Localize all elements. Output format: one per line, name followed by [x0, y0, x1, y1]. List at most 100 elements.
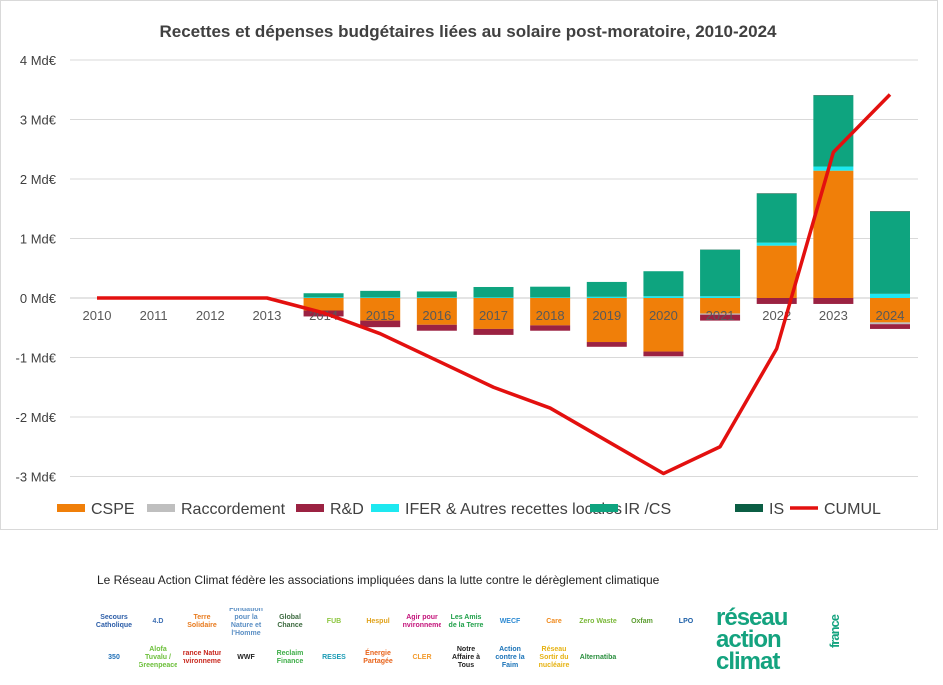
member-logo: WECF	[499, 618, 521, 625]
footer-text: Le Réseau Action Climat fédère les assoc…	[97, 573, 660, 587]
member-logos: Secours Catholique 4.D Terre Solidaire Fond…	[95, 608, 710, 672]
member-logo: RESES	[322, 654, 346, 661]
bar-ir-cs	[416, 291, 457, 298]
x-tick-label: 2023	[819, 308, 848, 323]
bar-raccordement	[700, 313, 741, 315]
bar-ifer-autres-recettes-locales	[530, 297, 571, 298]
legend-swatch	[147, 504, 175, 512]
legend-swatch	[57, 504, 85, 512]
bar-r-d	[473, 328, 514, 335]
bar-ifer-autres-recettes-locales	[360, 297, 401, 298]
bar-ir-cs	[586, 281, 627, 297]
bar-ifer-autres-recettes-locales	[700, 296, 741, 298]
legend-label: R&D	[330, 501, 364, 518]
member-logo: France Nature Environnement	[183, 650, 221, 665]
bar-cspe	[586, 298, 627, 343]
member-logo: Agir pour l'environnement	[403, 614, 441, 629]
bar-r-d	[530, 325, 571, 331]
member-logo: Reclaim Finance	[276, 650, 304, 665]
x-tick-label: 2013	[252, 308, 281, 323]
bar-cspe	[870, 298, 910, 323]
member-logo: Notre Affaire à Tous	[451, 646, 480, 669]
bar-r-d	[360, 320, 401, 328]
y-tick-label: -3 Md€	[16, 470, 57, 485]
member-logo: WWF	[237, 654, 255, 661]
bar-ifer-autres-recettes-locales	[586, 296, 627, 298]
member-logo: CLER	[412, 654, 432, 661]
x-tick-label: 2012	[196, 308, 225, 323]
rac-logo-side: france	[827, 615, 842, 649]
legend-label: IFER & Autres recettes locales	[405, 501, 622, 518]
bar-r-d	[643, 351, 684, 357]
legend-swatch	[590, 504, 618, 512]
chart-title: Recettes et dépenses budgétaires liées a…	[160, 22, 778, 41]
member-logo: Alternatiba	[579, 654, 617, 661]
bar-cspe	[530, 298, 571, 326]
bar-is	[870, 211, 910, 212]
bar-ifer-autres-recettes-locales	[416, 297, 457, 298]
member-logo: Alofa Tuvalu / Greenpeace	[139, 646, 177, 669]
member-logo: Réseau Sortir du nucléaire	[538, 646, 570, 669]
member-logo: Care	[546, 618, 562, 625]
legend-label: CUMUL	[824, 501, 881, 518]
bar-is	[756, 193, 797, 194]
member-logo: Fondation pour la Nature et l'Homme	[229, 608, 263, 636]
bar-ifer-autres-recettes-locales	[870, 293, 910, 298]
legend-label: IR /CS	[624, 501, 671, 518]
x-tick-label: 2024	[876, 308, 905, 323]
y-tick-label: 1 Md€	[20, 232, 57, 247]
bar-cspe	[756, 245, 797, 298]
bar-ir-cs	[643, 271, 684, 297]
y-tick-label: -2 Md€	[16, 410, 57, 425]
x-tick-label: 2011	[140, 308, 168, 323]
bar-ir-cs	[473, 286, 514, 298]
bar-ir-cs	[870, 211, 910, 294]
member-logo: 350	[108, 654, 120, 661]
x-tick-label: 2020	[649, 308, 678, 323]
chart-frame	[0, 0, 938, 530]
reseau-action-climat-logo: réseau action climat france	[716, 604, 842, 674]
x-tick-label: 2018	[536, 308, 565, 323]
bar-cspe	[473, 298, 514, 329]
legend-label: IS	[769, 501, 784, 518]
bar-cspe	[416, 298, 457, 325]
bar-ir-cs	[756, 193, 797, 243]
legend-swatch	[296, 504, 324, 512]
bar-ifer-autres-recettes-locales	[756, 242, 797, 246]
bar-ifer-autres-recettes-locales	[643, 296, 684, 298]
member-logo: Hespul	[366, 618, 390, 625]
bar-cspe	[303, 298, 344, 311]
rac-logo-line: réseau	[716, 604, 788, 631]
member-logo: Énergie Partagée	[363, 650, 393, 665]
legend-label: CSPE	[91, 501, 135, 518]
y-tick-label: 3 Md€	[20, 113, 57, 128]
x-tick-label: 2017	[479, 308, 508, 323]
bar-r-d	[870, 324, 910, 329]
bar-cspe	[360, 298, 401, 321]
cumul-line	[97, 93, 892, 476]
bar-ir-cs	[360, 290, 401, 298]
y-tick-label: 2 Md€	[20, 172, 57, 187]
bar-ir-cs	[530, 286, 571, 298]
legend-swatch	[735, 504, 763, 512]
bar-cspe	[643, 298, 684, 352]
bar-r-d	[700, 314, 741, 321]
bar-raccordement	[870, 322, 910, 325]
member-logo: Action contre la Faim	[495, 646, 525, 669]
bar-ifer-autres-recettes-locales	[473, 297, 514, 298]
bar-ifer-autres-recettes-locales	[813, 166, 854, 171]
member-logo: Zero Waste	[579, 618, 617, 625]
bar-r-d	[756, 298, 797, 304]
legend-swatch	[371, 504, 399, 512]
chart: Recettes et dépenses budgétaires liées a…	[16, 22, 918, 518]
bar-r-d	[586, 342, 627, 347]
bar-cspe	[813, 170, 854, 298]
bar-ifer-autres-recettes-locales	[303, 297, 344, 298]
x-tick-label: 2010	[83, 308, 112, 323]
y-tick-label: 4 Md€	[20, 53, 57, 68]
x-tick-label: 2019	[592, 308, 621, 323]
x-tick-label: 2016	[422, 308, 451, 323]
rac-logo-line: action	[716, 626, 782, 653]
y-tick-label: 0 Md€	[20, 291, 57, 306]
x-tick-label: 2021	[706, 308, 735, 323]
